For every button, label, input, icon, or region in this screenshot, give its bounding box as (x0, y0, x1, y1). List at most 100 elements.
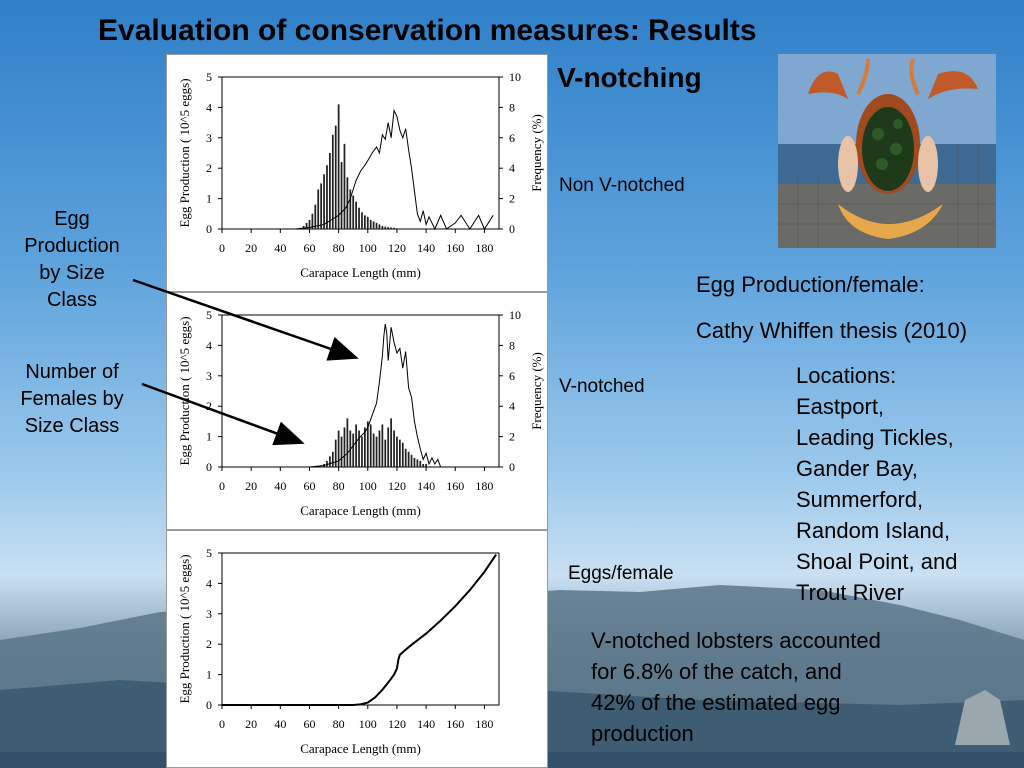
x-tick-label: 20 (245, 241, 257, 255)
bar (401, 442, 404, 467)
chart-eggs-female: 0 1 2 3 4 5 0 20 40 60 80 100 120 140 160 180 Carapace L… (177, 546, 500, 756)
bar (390, 418, 392, 467)
y-tick-label: 2 (206, 161, 212, 175)
label-thesis: Cathy Whiffen thesis (2010) (696, 318, 968, 343)
x-tick-label: 0 (219, 479, 225, 493)
eggs-female-line (222, 553, 497, 706)
bar (378, 224, 381, 229)
y-tick-label: 4 (206, 338, 212, 352)
annotation-line: Number of (25, 361, 119, 383)
plot-frame (221, 76, 500, 230)
y2-tick-label: 0 (509, 460, 515, 474)
y2-tick-label: 2 (509, 192, 515, 206)
x-tick-label: 80 (333, 479, 345, 493)
chart-panel-eggs-female: 0 1 2 3 4 5 0 20 40 60 80 100 120 140 160 180 Carapace L… (166, 530, 548, 768)
bar (358, 430, 360, 467)
y-tick-label: 5 (206, 308, 212, 322)
bar (329, 456, 331, 467)
bar (393, 430, 395, 467)
plot-frame (221, 314, 500, 468)
bar (372, 221, 375, 229)
x-tick-label: 120 (388, 241, 406, 255)
bar (363, 215, 366, 229)
location-line: Summerford, (796, 487, 924, 512)
x-tick-label: 140 (417, 717, 435, 731)
locations-list: Locations: Eastport, Leading Tickles, Ga… (796, 360, 957, 608)
bar (305, 222, 308, 229)
bar (422, 463, 425, 467)
bar (320, 183, 323, 229)
bar (396, 436, 398, 467)
bar (416, 459, 419, 467)
y-tick-label: 1 (206, 668, 212, 682)
bar (334, 439, 337, 467)
slide-title: Evaluation of conservation measures: Res… (98, 14, 757, 47)
annotation-line: Class (46, 289, 97, 311)
annotation-number-females: Number of Females by Size Class (6, 359, 138, 440)
y2-tick-label: 0 (509, 222, 515, 236)
location-line: Eastport, (796, 394, 885, 419)
chart-panel-vnotched: 0 1 2 3 4 5 0 20 40 60 80 100 120 140 160 180 Carapace L… (166, 292, 548, 530)
x-tick-label: 80 (333, 717, 345, 731)
x-tick-label: 100 (359, 479, 377, 493)
bar (387, 427, 390, 467)
y-tick-label: 3 (206, 607, 212, 621)
lobster-photo-illustration (778, 54, 996, 248)
label-eggs-female: Eggs/female (568, 563, 674, 584)
bar (393, 227, 395, 229)
x-tick-label: 180 (475, 479, 493, 493)
x-tick-label: 140 (417, 241, 435, 255)
label-non-vnotched: Non V-notched (559, 175, 685, 196)
y-tick-label: 1 (206, 192, 212, 206)
x-tick-label: 160 (446, 479, 464, 493)
x-tick-label: 180 (475, 241, 493, 255)
bar (366, 421, 369, 467)
x-axis-label: Carapace Length (mm) (300, 741, 421, 756)
bar (308, 219, 311, 229)
x-tick-label: 180 (475, 717, 493, 731)
note-line: for 6.8% of the catch, and (591, 659, 842, 684)
y-axis-label: Egg Production ( 10^5 eggs) (177, 78, 192, 227)
x-tick-label: 160 (446, 241, 464, 255)
annotation-line: Production (24, 235, 120, 257)
bar (375, 222, 378, 229)
annotation-line: by Size (39, 262, 105, 284)
annotation-line: Egg (54, 208, 90, 230)
y2-tick-label: 2 (509, 430, 515, 444)
label-egg-production-female: Egg Production/female: (696, 272, 925, 297)
y-tick-label: 4 (206, 576, 212, 590)
y2-tick-label: 8 (509, 338, 515, 352)
label-vnotched: V-notched (559, 376, 645, 397)
y2-axis-label: Frequency (%) (529, 352, 544, 430)
slide-subtitle: V-notching (557, 62, 702, 93)
y2-tick-label: 10 (509, 308, 521, 322)
bar (384, 226, 387, 229)
y2-tick-label: 8 (509, 100, 515, 114)
y2-tick-label: 4 (509, 399, 515, 413)
x-tick-label: 120 (388, 717, 406, 731)
bar (384, 439, 387, 467)
y-tick-label: 2 (206, 637, 212, 651)
bar (396, 228, 398, 229)
frequency-line (294, 108, 494, 231)
bar (425, 463, 427, 467)
bar (381, 225, 384, 229)
bar (329, 153, 331, 229)
bar (346, 418, 349, 467)
x-tick-label: 60 (303, 717, 315, 731)
x-axis-label: Carapace Length (mm) (300, 503, 421, 518)
y-axis-label: Egg Production ( 10^5 eggs) (177, 554, 192, 703)
bar (358, 207, 360, 229)
y-tick-label: 4 (206, 100, 212, 114)
bar (331, 134, 334, 229)
bar (419, 460, 422, 467)
x-tick-label: 20 (245, 717, 257, 731)
annotation-egg-production: Egg Production by Size Class (10, 206, 134, 314)
bar (372, 433, 375, 467)
bar (343, 427, 346, 467)
summary-note: V-notched lobsters accounted for 6.8% of… (591, 625, 941, 749)
lobster-photo (778, 54, 996, 248)
x-tick-label: 100 (359, 717, 377, 731)
x-tick-label: 0 (219, 241, 225, 255)
